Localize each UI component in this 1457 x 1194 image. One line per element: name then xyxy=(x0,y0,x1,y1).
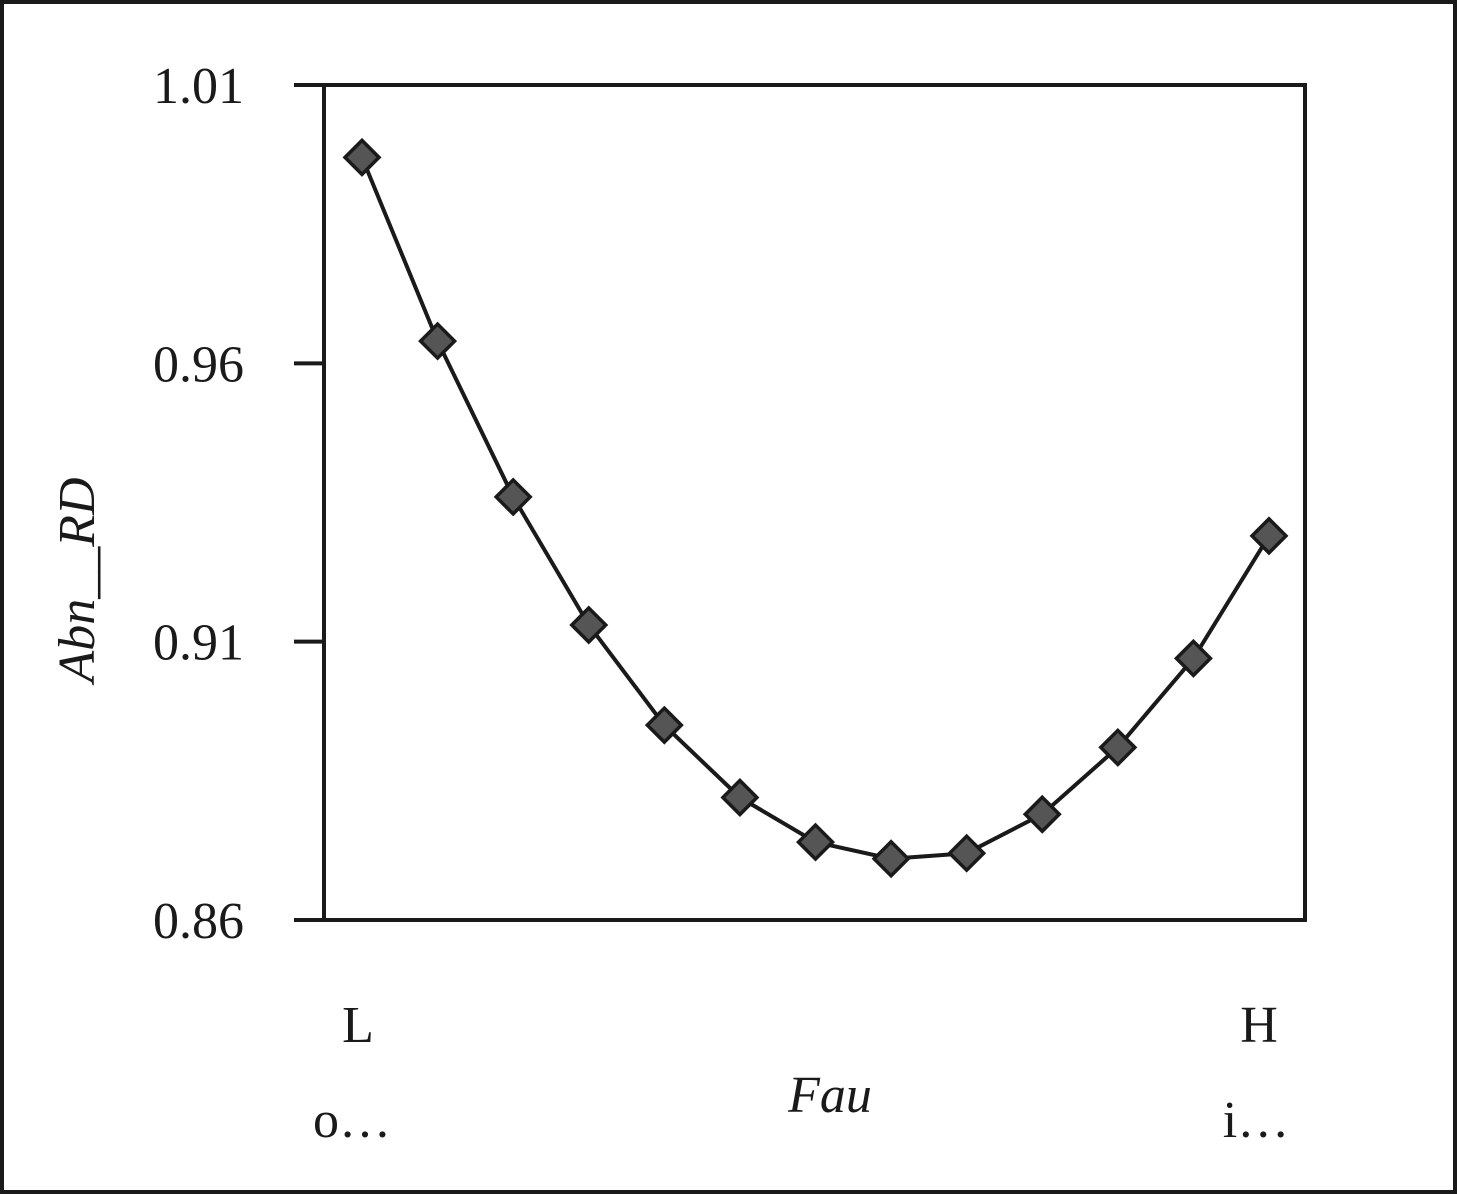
data-point-marker xyxy=(720,778,760,818)
data-point-marker xyxy=(1173,638,1213,678)
data-point-marker xyxy=(569,605,609,645)
data-point-marker xyxy=(871,839,911,879)
y-tick-label: 0.96 xyxy=(153,336,244,393)
y-tick-label: 1.01 xyxy=(153,58,244,115)
plot-area xyxy=(322,83,1307,922)
data-point-marker xyxy=(493,477,533,517)
y-tick-label: 0.86 xyxy=(153,893,244,950)
data-point-marker xyxy=(1098,727,1138,767)
x-end-label-left-sub: o… xyxy=(313,1092,391,1149)
data-point-marker xyxy=(1249,516,1289,556)
y-axis-title: Abn__RD xyxy=(49,477,106,685)
data-point-marker xyxy=(1022,794,1062,834)
y-tick-label: 0.91 xyxy=(153,615,244,672)
x-end-label-right-sub: i… xyxy=(1223,1092,1289,1149)
x-end-label-left: L xyxy=(342,997,374,1054)
data-point-marker xyxy=(342,137,382,177)
data-point-marker xyxy=(418,321,458,361)
x-end-label-right: H xyxy=(1240,997,1278,1054)
data-point-marker xyxy=(947,833,987,873)
data-point-marker xyxy=(796,822,835,862)
y-axis: 1.01 0.96 0.91 0.86 xyxy=(153,58,324,950)
data-point-marker xyxy=(644,705,684,745)
x-axis-title: Fau xyxy=(787,1067,872,1124)
series-layer xyxy=(342,137,1289,879)
